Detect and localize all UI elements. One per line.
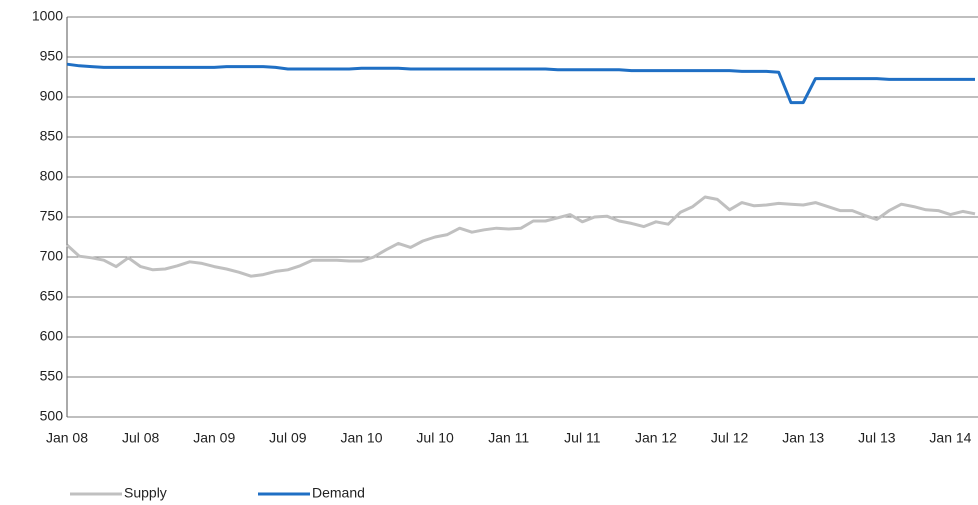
x-tick-label: Jul 11 [564,430,601,446]
series-line [65,195,976,278]
y-tick-label: 850 [40,128,64,144]
x-tick-label: Jan 10 [340,430,382,446]
x-tick-label: Jan 13 [782,430,824,446]
x-tick-label: Jan 09 [193,430,235,446]
x-tick-label: Jan 08 [46,430,88,446]
y-tick-label: 650 [40,288,64,304]
x-tick-label: Jul 09 [269,430,307,446]
x-tick-label: Jan 14 [929,430,971,446]
y-tick-label: 900 [40,88,64,104]
legend-label: Demand [312,485,365,501]
x-tick-label: Jul 10 [416,430,454,446]
x-tick-label: Jul 08 [122,430,160,446]
y-tick-label: 1000 [32,8,63,24]
y-tick-label: 500 [40,408,64,424]
y-tick-label: 600 [40,328,64,344]
x-tick-label: Jul 12 [711,430,749,446]
y-tick-label: 550 [40,368,64,384]
y-tick-label: 700 [40,248,64,264]
y-tick-label: 950 [40,48,64,64]
series-line [66,62,975,105]
x-tick-label: Jan 11 [488,430,529,446]
x-tick-label: Jul 13 [858,430,896,446]
x-tick-label: Jan 12 [635,430,677,446]
y-tick-label: 750 [40,208,64,224]
y-tick-label: 800 [40,168,64,184]
legend-label: Supply [124,485,167,501]
